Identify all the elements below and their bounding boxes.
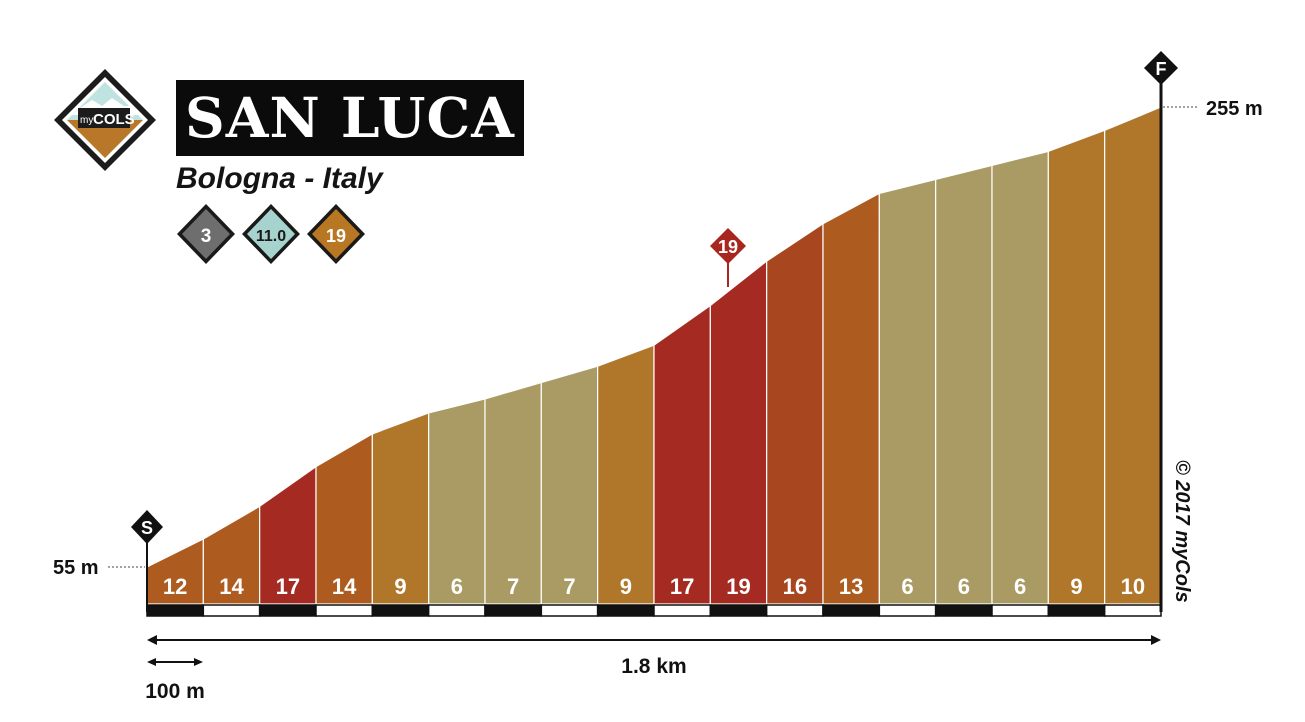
scale-label: 100 m <box>145 680 205 703</box>
finish-marker: F <box>1144 51 1178 85</box>
gradient-label: 19 <box>726 574 750 599</box>
logo-text-big: COLS <box>93 111 135 128</box>
total-distance-label: 1.8 km <box>621 655 686 678</box>
gradient-label: 10 <box>1121 574 1145 599</box>
avg-gradient-badge-value: 11.0 <box>256 228 286 245</box>
gradient-label: 6 <box>451 574 463 599</box>
start-marker-label: S <box>141 518 153 538</box>
scale-bar-segment <box>822 604 881 617</box>
scale-bar-segment <box>934 604 993 617</box>
profile-segment <box>1047 129 1106 605</box>
stats-badges: 3 11.0 19 <box>177 204 365 264</box>
scale-bar-segment <box>202 604 261 617</box>
scale-bar-segment <box>315 604 374 617</box>
max-gradient-marker: 19 <box>710 228 746 287</box>
profile-segment <box>766 222 824 605</box>
scale-arrow <box>147 658 203 666</box>
profile-segment <box>540 365 599 605</box>
scale-bar-segment <box>878 604 937 617</box>
scale-bar-segment <box>540 604 599 617</box>
max-gradient-marker-label: 19 <box>718 237 738 257</box>
max-gradient-badge: 19 <box>307 204 365 264</box>
scale-bar-segment <box>765 604 824 617</box>
gradient-label: 7 <box>563 574 575 599</box>
gradient-label: 14 <box>219 574 244 599</box>
gradient-label: 16 <box>783 574 807 599</box>
scale-bar-segment <box>709 604 768 617</box>
gradient-label: 17 <box>276 574 300 599</box>
gradient-label: 6 <box>1014 574 1026 599</box>
scale-bar-segment <box>991 604 1050 617</box>
climb-title: SAN LUCA <box>185 85 515 150</box>
profile-segment <box>822 192 880 605</box>
scale-bar-segment <box>146 604 205 617</box>
distance-arrow <box>147 635 1161 645</box>
gradient-label: 9 <box>394 574 406 599</box>
profile-segment <box>878 178 937 605</box>
scale-bar-segment <box>371 604 430 617</box>
profile-segment <box>709 259 768 605</box>
profile-segment <box>653 304 711 605</box>
distance-scale-bar <box>146 604 1162 617</box>
profile-segment <box>597 344 655 605</box>
difficulty-badge-value: 3 <box>201 226 212 247</box>
profile-segments <box>146 106 1162 605</box>
profile-segment <box>935 164 993 605</box>
gradient-label: 17 <box>670 574 694 599</box>
start-elevation-label: 55 m <box>53 557 99 579</box>
mycols-logo: my COLS <box>54 69 156 171</box>
gradient-label: 6 <box>901 574 913 599</box>
title-box: SAN LUCA <box>176 80 524 156</box>
difficulty-badge: 3 <box>177 204 235 264</box>
gradient-label: 14 <box>332 574 357 599</box>
avg-gradient-badge: 11.0 <box>242 204 300 264</box>
gradient-label: 9 <box>620 574 632 599</box>
start-marker: S <box>131 510 163 544</box>
scale-bar-segment <box>653 604 712 617</box>
scale-bar-segment <box>427 604 486 617</box>
finish-elevation-label: 255 m <box>1206 98 1263 120</box>
scale-bar-segment <box>1103 604 1162 617</box>
finish-marker-label: F <box>1156 59 1167 79</box>
profile-segment <box>484 381 542 605</box>
climb-location: Bologna - Italy <box>176 162 383 195</box>
gradient-label: 6 <box>958 574 970 599</box>
profile-segment <box>991 150 1049 605</box>
gradient-label: 7 <box>507 574 519 599</box>
logo-text-small: my <box>80 115 93 126</box>
gradient-label: 9 <box>1070 574 1082 599</box>
max-gradient-badge-value: 19 <box>326 226 346 246</box>
scale-bar-segment <box>258 604 317 617</box>
gradient-label: 13 <box>839 574 863 599</box>
gradient-labels: 12 14 17 14 9 6 7 7 9 17 19 16 13 6 6 6 9 10 <box>163 574 1145 599</box>
scale-bar-segment <box>596 604 655 617</box>
profile-segment <box>1104 106 1162 605</box>
copyright-text: © 2017 myCols <box>1171 460 1193 603</box>
scale-bar-segment <box>1047 604 1106 617</box>
scale-bar-segment <box>484 604 543 617</box>
gradient-label: 12 <box>163 574 187 599</box>
